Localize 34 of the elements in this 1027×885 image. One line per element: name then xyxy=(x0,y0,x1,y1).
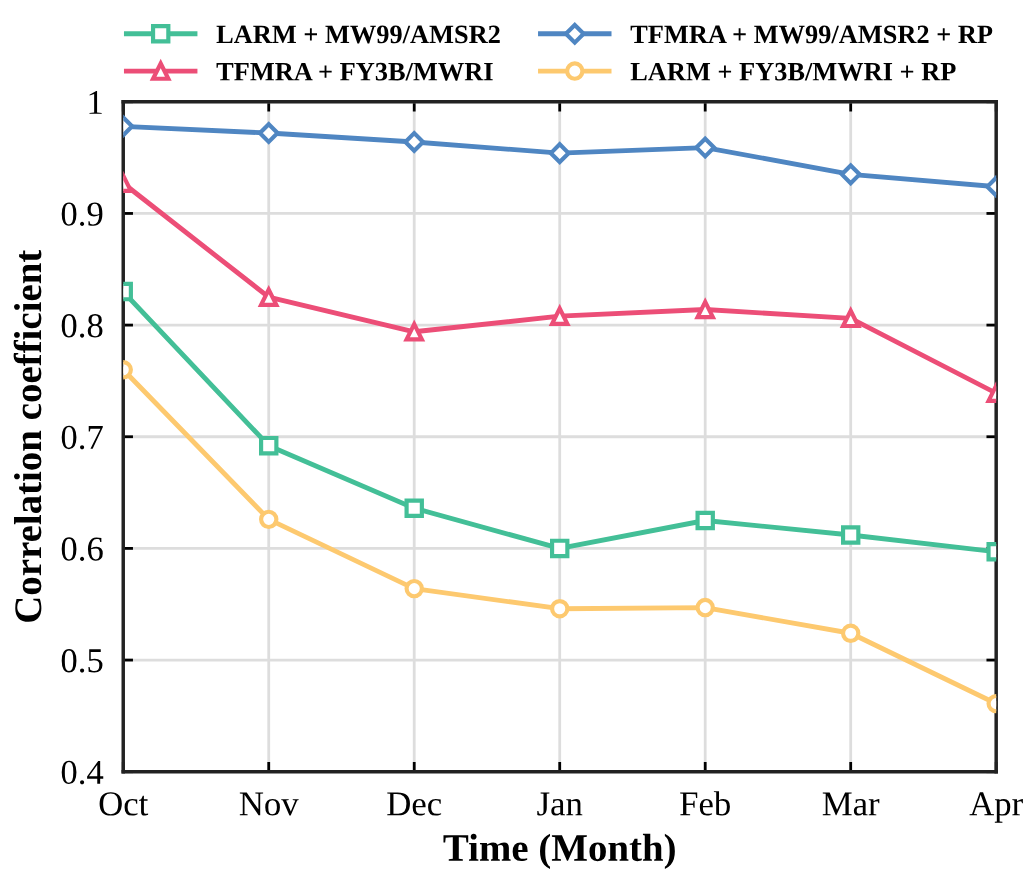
y-tick-label: 0.7 xyxy=(61,425,103,450)
point xyxy=(695,597,715,618)
y-tick-label: 0.4 xyxy=(61,760,104,785)
point xyxy=(548,142,571,165)
point xyxy=(404,498,424,518)
y-tick-label: 0.5 xyxy=(61,649,103,673)
point xyxy=(549,598,570,619)
x-tick-label: Apr xyxy=(969,792,1023,823)
y-tick-label: 0.9 xyxy=(61,202,103,226)
x-axis-title: Time (Month) xyxy=(443,833,675,870)
point xyxy=(694,136,717,159)
y-tick-label: 1 xyxy=(89,90,102,114)
legend-label: TFMRA + MW99/AMSR2 + RP xyxy=(630,25,993,44)
y-tick-label: 0.8 xyxy=(61,314,103,338)
y-axis-title: Correlation coefficient xyxy=(13,249,42,622)
x-tick-label: Dec xyxy=(387,792,442,816)
x-tick-label: Mar xyxy=(822,792,880,816)
point xyxy=(694,297,717,320)
y-tick-label: 0.6 xyxy=(61,537,103,561)
point xyxy=(549,306,570,326)
point xyxy=(259,435,279,456)
point xyxy=(549,538,570,559)
point xyxy=(259,287,279,307)
x-tick-label: Feb xyxy=(680,791,730,816)
legend-label: LARM + MW99/AMSR2 xyxy=(216,25,500,44)
point xyxy=(404,578,424,599)
legend-label: LARM + FY3B/MWRI + RP xyxy=(630,62,956,81)
x-tick-label: Oct xyxy=(99,792,149,816)
legend-label: TFMRA + FY3B/MWRI xyxy=(216,62,493,81)
point xyxy=(259,509,279,530)
point xyxy=(695,510,715,531)
point xyxy=(403,131,426,153)
x-tick-label: Nov xyxy=(239,792,299,816)
x-tick-label: Jan xyxy=(537,792,583,816)
